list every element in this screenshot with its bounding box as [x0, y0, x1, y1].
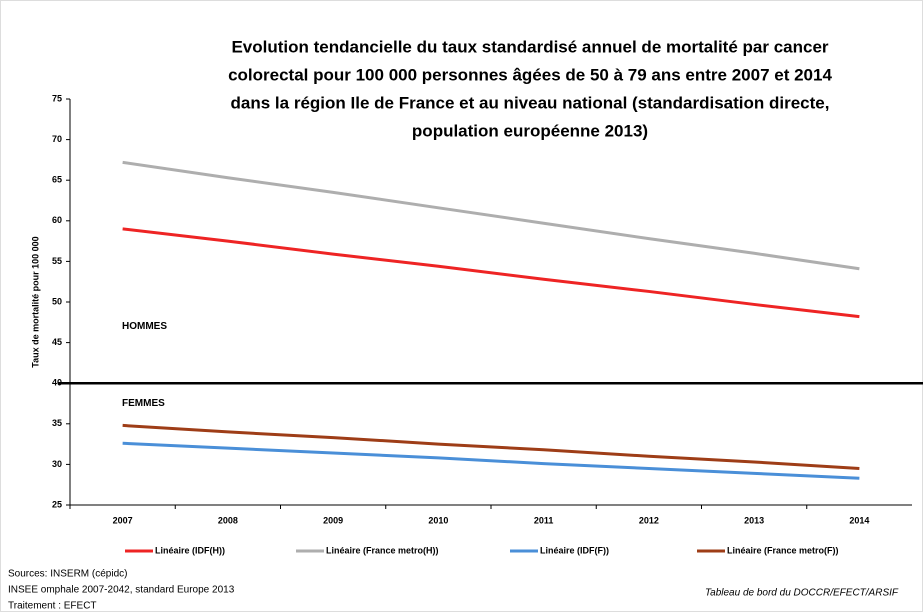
legend-label: Linéaire (IDF(F))	[540, 545, 609, 555]
y-tick-label: 55	[52, 256, 62, 266]
x-tick-label: 2011	[534, 515, 554, 525]
y-tick-label: 30	[52, 459, 62, 469]
y-tick-label: 25	[52, 499, 62, 509]
y-tick-label: 50	[52, 296, 62, 306]
chart-title: Evolution tendancielle du taux standardi…	[231, 37, 828, 56]
annotation: FEMMES	[122, 398, 165, 409]
legend-label: Linéaire (France metro(H))	[326, 545, 439, 555]
y-tick-label: 45	[52, 337, 62, 347]
x-tick-label: 2014	[849, 515, 869, 525]
x-tick-label: 2007	[113, 515, 133, 525]
y-tick-label: 70	[52, 134, 62, 144]
y-tick-label: 60	[52, 215, 62, 225]
y-axis-label: Taux de mortalité pour 100 000	[30, 236, 40, 367]
series-line	[122, 441, 860, 480]
series-line	[122, 227, 860, 319]
credit: Tableau de bord du DOCCR/EFECT/ARSIF	[705, 588, 899, 599]
series-line	[122, 423, 860, 470]
x-tick-label: 2009	[323, 515, 343, 525]
chart-title: dans la région Ile de France et au nivea…	[231, 93, 830, 112]
legend-label: Linéaire (IDF(H))	[155, 545, 225, 555]
source: INSEE omphale 2007-2042, standard Europe…	[8, 585, 235, 596]
x-tick-label: 2013	[744, 515, 764, 525]
y-tick-label: 35	[52, 418, 62, 428]
y-tick-label: 75	[52, 93, 62, 103]
y-tick-label: 40	[52, 378, 62, 388]
source: Traitement : EFECT	[8, 601, 97, 612]
x-tick-label: 2008	[218, 515, 238, 525]
x-tick-label: 2010	[428, 515, 448, 525]
annotation: HOMMES	[122, 321, 167, 332]
series-line	[122, 160, 860, 271]
source: Sources: INSERM (cépidc)	[8, 569, 127, 580]
chart-title: population européenne 2013)	[412, 121, 648, 140]
chart-title: colorectal pour 100 000 personnes âgées …	[228, 65, 832, 84]
legend-label: Linéaire (France metro(F))	[727, 545, 839, 555]
y-tick-label: 65	[52, 175, 62, 185]
x-tick-label: 2012	[639, 515, 659, 525]
